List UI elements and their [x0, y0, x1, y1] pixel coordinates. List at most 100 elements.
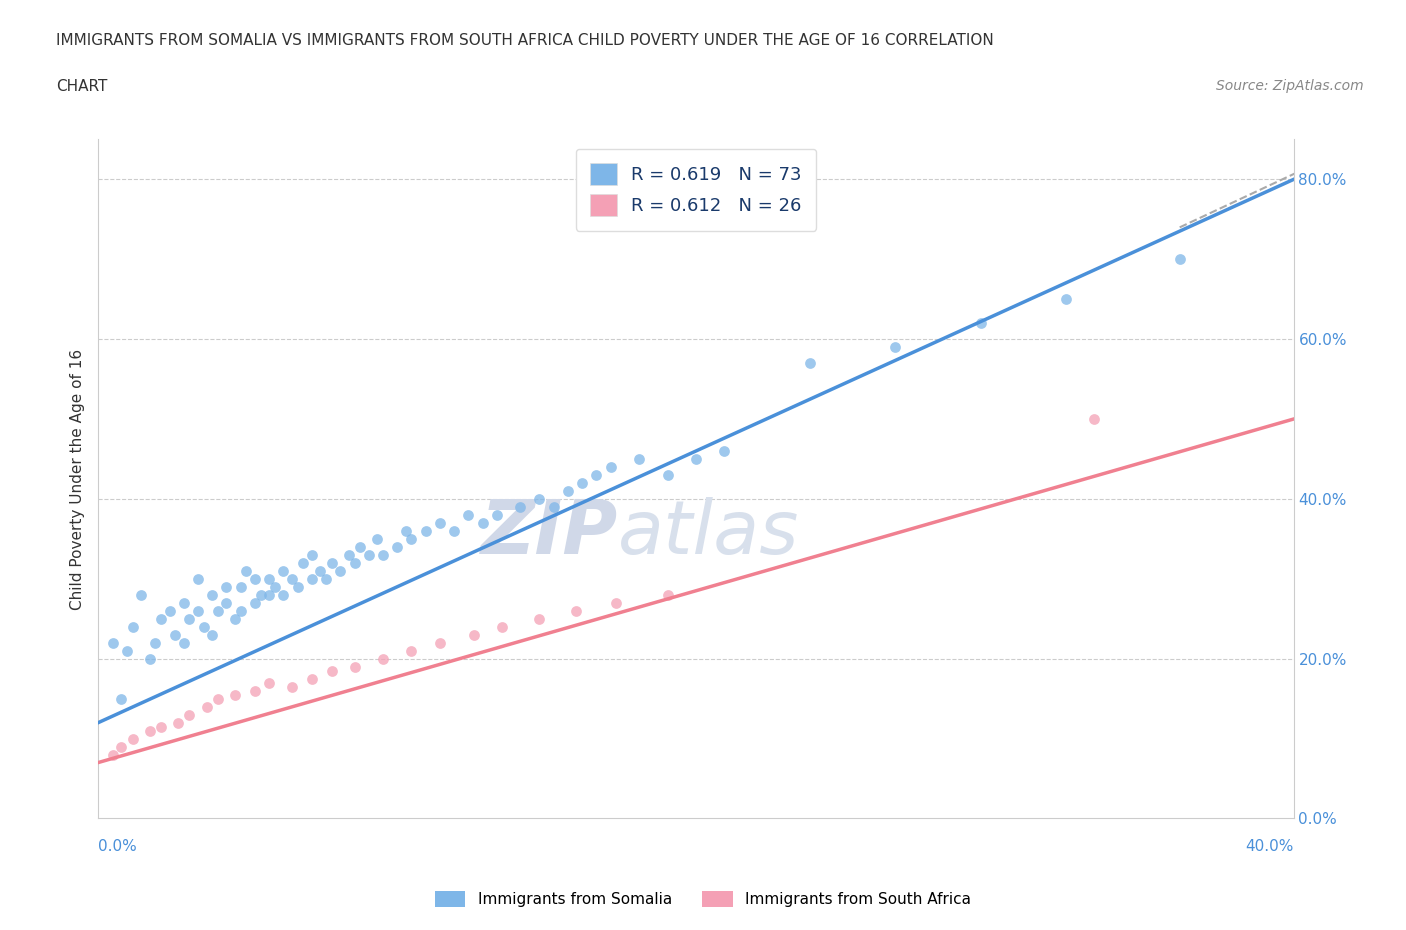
Point	[129, 588, 152, 603]
Point	[301, 548, 323, 563]
Point	[395, 524, 418, 538]
Point	[509, 499, 531, 514]
Point	[457, 508, 479, 523]
Point	[1054, 292, 1077, 307]
Point	[385, 539, 409, 554]
Point	[371, 651, 394, 666]
Point	[193, 619, 215, 634]
Point	[565, 604, 588, 618]
Point	[110, 739, 132, 754]
Point	[115, 644, 138, 658]
Point	[215, 579, 238, 594]
Point	[321, 555, 343, 570]
Point	[224, 611, 246, 626]
Point	[257, 588, 280, 603]
Point	[150, 611, 173, 626]
Point	[357, 548, 380, 563]
Point	[309, 564, 332, 578]
Point	[529, 491, 551, 506]
Point	[329, 564, 352, 578]
Point	[429, 515, 451, 530]
Point	[657, 468, 679, 483]
Point	[343, 659, 366, 674]
Point	[628, 452, 651, 467]
Point	[249, 588, 271, 603]
Point	[685, 452, 707, 467]
Point	[349, 539, 371, 554]
Point	[415, 524, 437, 538]
Text: CHART: CHART	[56, 79, 108, 94]
Text: Source: ZipAtlas.com: Source: ZipAtlas.com	[1216, 79, 1364, 93]
Point	[207, 604, 229, 618]
Point	[121, 619, 143, 634]
Point	[257, 571, 280, 586]
Point	[243, 684, 266, 698]
Point	[491, 619, 513, 634]
Legend: R = 0.619   N = 73, R = 0.612   N = 26: R = 0.619 N = 73, R = 0.612 N = 26	[575, 149, 817, 231]
Point	[201, 588, 224, 603]
Point	[235, 564, 257, 578]
Point	[443, 524, 465, 538]
Point	[401, 644, 423, 658]
Y-axis label: Child Poverty Under the Age of 16: Child Poverty Under the Age of 16	[69, 349, 84, 609]
Point	[138, 651, 160, 666]
Point	[101, 747, 124, 762]
Point	[463, 627, 485, 642]
Text: ZIP: ZIP	[481, 497, 619, 570]
Text: IMMIGRANTS FROM SOMALIA VS IMMIGRANTS FROM SOUTH AFRICA CHILD POVERTY UNDER THE : IMMIGRANTS FROM SOMALIA VS IMMIGRANTS FR…	[56, 33, 994, 47]
Point	[599, 459, 621, 474]
Point	[281, 679, 304, 694]
Text: 40.0%: 40.0%	[1246, 839, 1294, 854]
Point	[343, 555, 366, 570]
Point	[187, 604, 209, 618]
Point	[173, 635, 195, 650]
Point	[167, 715, 190, 730]
Point	[713, 444, 735, 458]
Text: atlas: atlas	[619, 498, 800, 569]
Point	[229, 579, 252, 594]
Point	[263, 579, 285, 594]
Point	[557, 484, 579, 498]
Point	[401, 531, 423, 546]
Point	[215, 595, 238, 610]
Point	[485, 508, 508, 523]
Point	[585, 468, 607, 483]
Point	[179, 611, 201, 626]
Point	[1083, 412, 1105, 427]
Point	[201, 627, 224, 642]
Point	[969, 316, 991, 331]
Point	[337, 548, 360, 563]
Point	[315, 571, 337, 586]
Point	[179, 707, 201, 722]
Point	[159, 604, 181, 618]
Point	[605, 595, 627, 610]
Point	[243, 595, 266, 610]
Point	[884, 339, 907, 354]
Point	[571, 475, 593, 490]
Point	[257, 675, 280, 690]
Point	[150, 719, 173, 734]
Point	[799, 355, 821, 370]
Point	[529, 611, 551, 626]
Point	[224, 687, 246, 702]
Point	[471, 515, 494, 530]
Point	[143, 635, 166, 650]
Point	[371, 548, 394, 563]
Point	[657, 588, 679, 603]
Point	[101, 635, 124, 650]
Point	[301, 571, 323, 586]
Point	[1168, 252, 1191, 267]
Point	[229, 604, 252, 618]
Point	[173, 595, 195, 610]
Point	[110, 691, 132, 706]
Point	[281, 571, 304, 586]
Point	[165, 627, 187, 642]
Point	[429, 635, 451, 650]
Point	[187, 571, 209, 586]
Point	[292, 555, 315, 570]
Point	[138, 724, 160, 738]
Point	[207, 691, 229, 706]
Point	[301, 671, 323, 686]
Point	[366, 531, 388, 546]
Point	[121, 731, 143, 746]
